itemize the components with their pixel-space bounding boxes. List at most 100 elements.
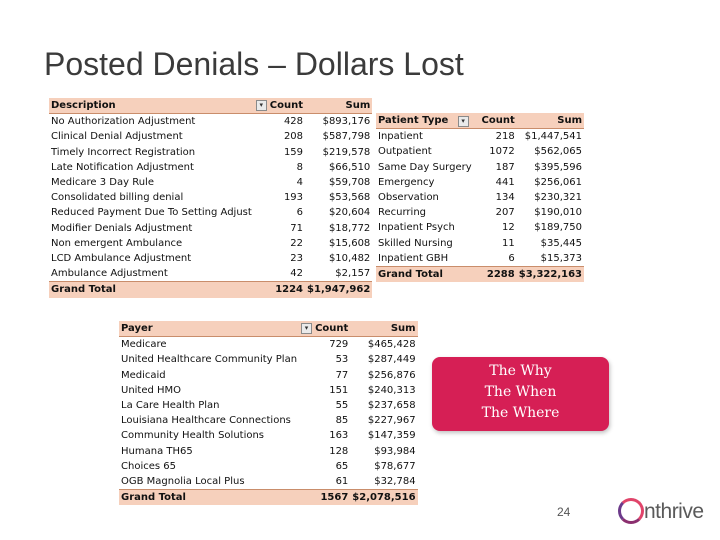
table-row: Community Health Solutions 163 $147,359 [119,428,418,443]
col-header-payer: Payer [119,321,300,338]
row-count: 128 [329,445,349,457]
grand-total-row: Grand Total 2288 $3,322,163 [376,266,584,283]
filter-dropdown-icon[interactable]: ▾ [301,322,313,334]
grand-total-row: Grand Total 1567 $2,078,516 [119,489,418,506]
slide-title: Posted Denials – Dollars Lost [44,46,464,82]
row-sum: $395,596 [534,161,582,173]
row-label: Same Day Surgery [378,161,472,173]
row-count: 1072 [489,146,515,158]
row-count: 441 [495,176,515,188]
row-label: Ambulance Adjustment [51,268,168,280]
table-row: Skilled Nursing 11 $35,445 [376,236,584,251]
row-sum: $230,321 [534,192,582,204]
row-count: 151 [329,384,349,396]
total-sum: $1,947,962 [305,281,373,298]
col-header-sum: Sum [350,321,418,338]
row-count: 77 [335,369,349,381]
description-pivot-table: Description ▾ Count Sum No Authorization … [49,98,373,298]
row-count: 163 [329,430,349,442]
total-sum: $2,078,516 [350,489,418,506]
row-sum: $562,065 [534,146,582,158]
table-row: Inpatient GBH 6 $15,373 [376,251,584,267]
row-label: Humana TH65 [121,445,193,457]
table-row: Late Notification Adjustment 8 $66,510 [49,160,372,175]
row-label: Clinical Denial Adjustment [51,131,183,143]
col-header-count[interactable]: ▾ Count [253,98,306,115]
logo-ring-icon [618,498,644,524]
row-count: 193 [283,192,304,204]
why-when-where-callout: The Why The When The Where [432,357,609,431]
row-label: Timely Incorrect Registration [51,146,196,158]
row-label: Consolidated billing denial [51,192,184,204]
row-sum: $59,708 [328,177,371,189]
row-label: Non emergent Ambulance [51,237,183,249]
table-row: Medicare 729 $465,428 [119,337,418,353]
row-sum: $287,449 [367,354,416,366]
row-label: Medicare 3 Day Rule [51,177,154,189]
row-sum: $18,772 [328,222,371,234]
row-label: Late Notification Adjustment [51,161,194,173]
row-count: 53 [335,354,349,366]
row-label: Inpatient [378,131,423,143]
row-count: 65 [335,460,349,472]
row-sum: $32,784 [374,476,416,488]
filter-dropdown-icon[interactable]: ▾ [457,116,469,127]
row-count: 12 [502,222,515,234]
row-count: 11 [502,237,515,249]
filter-dropdown-icon[interactable]: ▾ [255,99,267,111]
table-row: No Authorization Adjustment 428 $893,176 [49,114,372,130]
table-row: Observation 134 $230,321 [376,190,584,205]
row-label: United HMO [121,384,182,396]
row-sum: $53,568 [328,192,371,204]
table-row: La Care Health Plan 55 $237,658 [119,398,418,413]
col-header-patient-type[interactable]: Patient Type ▾ [376,113,474,130]
table-row: Consolidated billing denial 193 $53,568 [49,190,372,205]
row-count: 187 [495,161,515,173]
table-row: Timely Incorrect Registration 159 $219,578 [49,145,372,160]
total-count: 1224 [253,281,306,298]
row-label: La Care Health Plan [121,400,220,412]
row-label: Skilled Nursing [378,237,453,249]
row-count: 208 [283,131,304,143]
row-label: Reduced Payment Due To Setting Adjust [51,207,252,219]
col-header-count[interactable]: ▾ Count [299,321,351,338]
row-count: 42 [290,268,304,280]
table-row: Emergency 441 $256,061 [376,175,584,190]
row-sum: $66,510 [328,161,371,173]
row-sum: $35,445 [540,237,582,249]
table-row: Medicare 3 Day Rule 4 $59,708 [49,175,372,190]
row-sum: $227,967 [367,415,416,427]
row-sum: $587,798 [322,131,371,143]
row-label: Louisiana Healthcare Connections [121,415,291,427]
col-header-sum: Sum [516,113,584,130]
row-count: 61 [335,476,349,488]
table-row: Inpatient 218 $1,447,541 [376,129,584,145]
col-header-count: Count [473,113,517,130]
table-row: Modifier Denials Adjustment 71 $18,772 [49,221,372,236]
row-count: 85 [335,415,349,427]
table-row: Recurring 207 $190,010 [376,205,584,220]
table-row: Humana TH65 128 $93,984 [119,444,418,459]
row-label: Choices 65 [121,460,176,472]
table-row: United Healthcare Community Plan 53 $287,4… [119,352,418,367]
row-label: Inpatient Psych [378,222,455,234]
row-label: Inpatient GBH [378,252,449,264]
row-count: 4 [296,177,304,189]
table-row: Inpatient Psych 12 $189,750 [376,220,584,235]
logo-wordmark: nthrive [644,500,704,523]
table-row: Ambulance Adjustment 42 $2,157 [49,266,372,282]
row-sum: $219,578 [322,146,371,158]
total-label: Grand Total [376,266,474,283]
row-label: Medicare [121,339,167,351]
table-row: Clinical Denial Adjustment 208 $587,798 [49,129,372,144]
row-label: LCD Ambulance Adjustment [51,253,192,265]
patient-type-pivot-table: Patient Type ▾ Count Sum Inpatient 218 $1,… [376,113,584,283]
row-sum: $237,658 [367,400,416,412]
table-row: Choices 65 65 $78,677 [119,459,418,474]
table-row: Medicaid 77 $256,876 [119,368,418,383]
row-sum: $10,482 [328,253,371,265]
row-label: United Healthcare Community Plan [121,354,298,366]
row-sum: $15,608 [328,237,371,249]
page-number: 24 [557,505,571,519]
table-row: Reduced Payment Due To Setting Adjust 6 $2… [49,205,372,220]
